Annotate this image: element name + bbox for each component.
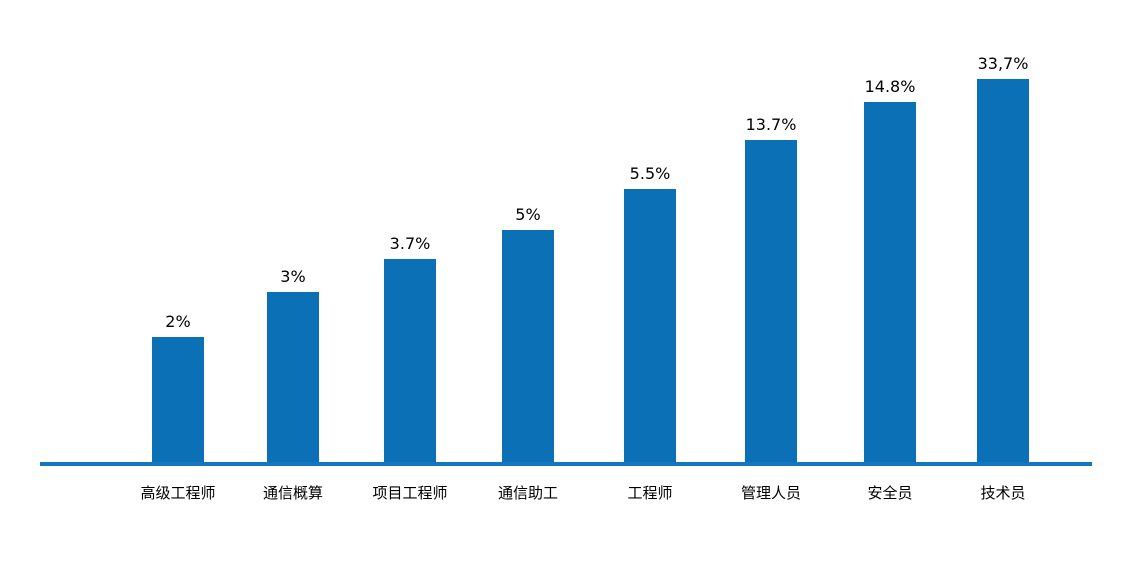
bar xyxy=(864,102,916,462)
bar xyxy=(384,259,436,462)
bar-value-label: 14.8% xyxy=(864,77,916,96)
category-label: 管理人员 xyxy=(740,484,802,502)
category-label: 工程师 xyxy=(627,484,673,502)
bar xyxy=(267,292,319,462)
bar xyxy=(152,337,204,462)
bar-value-label: 3% xyxy=(280,267,306,286)
bar-value-label: 3.7% xyxy=(389,234,431,253)
category-label: 高级工程师 xyxy=(140,484,216,502)
category-label: 项目工程师 xyxy=(372,484,448,502)
bar-value-label: 13.7% xyxy=(745,115,797,134)
category-label: 通信助工 xyxy=(497,484,559,502)
bar xyxy=(502,230,554,462)
x-axis-line xyxy=(40,462,1092,466)
bar xyxy=(977,79,1029,462)
bar-value-label: 33,7% xyxy=(977,54,1029,73)
category-label: 通信概算 xyxy=(262,484,324,502)
category-label: 安全员 xyxy=(867,484,913,502)
bar-value-label: 5% xyxy=(515,205,541,224)
bar-value-label: 2% xyxy=(165,312,191,331)
bar-value-label: 5.5% xyxy=(629,164,671,183)
bar xyxy=(745,140,797,462)
category-label: 技术员 xyxy=(980,484,1026,502)
bar xyxy=(624,189,676,462)
